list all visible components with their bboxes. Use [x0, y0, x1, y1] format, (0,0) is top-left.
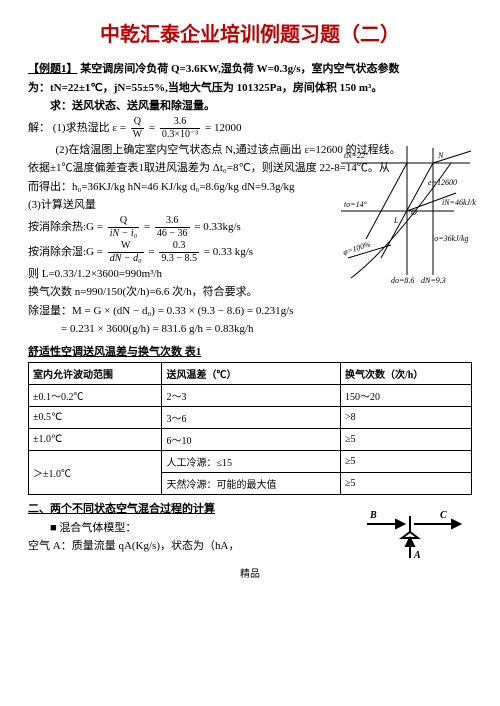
frac-qw: QW: [131, 117, 144, 140]
svg-text:iN=46kJ/kg: iN=46kJ/kg: [442, 198, 476, 207]
problem-ask: 求：送风状态、送风量和除湿量。: [28, 98, 472, 115]
s1-text: (1)求热湿比 ε =: [53, 122, 126, 134]
s10: 除湿量：M = G × (dN − d₀) = 0.33 × (9.3 − 8.…: [28, 303, 472, 320]
body: 【例题1】 某空调房间冷负荷 Q=3.6KW,湿负荷 W=0.3g/s，室内空气…: [28, 61, 472, 555]
svg-text:C: C: [440, 510, 447, 521]
svg-text:B: B: [369, 510, 377, 521]
psychrometric-diagram: tN=22° N e=12600 to=14° iN=46kJ/kg L O i…: [326, 143, 476, 288]
svg-text:φ=100%: φ=100%: [342, 239, 372, 256]
footer: 精品: [28, 565, 472, 580]
example-label: 【例题1】: [28, 63, 78, 75]
svg-text:A: A: [413, 550, 421, 561]
th-2: 换气次数（次/h）: [340, 363, 471, 385]
svg-text:tN=22°: tN=22°: [344, 151, 369, 160]
frac-3603: 3.60.3×10⁻³: [160, 117, 200, 140]
s1: 解： (1)求热湿比 ε = QW = 3.60.3×10⁻³ = 12000: [28, 117, 472, 140]
ventilation-table: 室内允许波动范围 送风温差（℃） 换气次数（次/h） ±0.1～0.2℃2～31…: [28, 362, 472, 495]
svg-text:N: N: [437, 151, 444, 160]
mixing-diagram: B C A: [362, 508, 472, 563]
frac-w-dnd0: WdN − d₀: [108, 241, 144, 264]
table-title: 舒适性空调送风温差与换气次数 表1: [28, 344, 472, 361]
frac-03-9385: 0.39.3 − 8.5: [159, 241, 199, 264]
page-title: 中乾汇泰企业培训例题习题（二）: [28, 18, 472, 47]
problem-line-1: 【例题1】 某空调房间冷负荷 Q=3.6KW,湿负荷 W=0.3g/s，室内空气…: [28, 61, 472, 78]
svg-text:io=36kJ/kg: io=36kJ/kg: [432, 234, 469, 243]
problem-text-1: 某空调房间冷负荷 Q=3.6KW,湿负荷 W=0.3g/s，室内空气状态参数: [80, 63, 399, 75]
frac-36-4636: 3.646 − 36: [155, 216, 190, 239]
svg-text:L: L: [393, 216, 399, 225]
svg-text:O: O: [411, 208, 417, 217]
th-1: 送风温差（℃）: [162, 363, 340, 385]
s1-res: = 12000: [205, 122, 241, 134]
svg-text:do=8.6: do=8.6: [391, 276, 414, 285]
s11: = 0.231 × 3600(g/h) = 831.6 g/h = 0.83kg…: [28, 321, 472, 338]
svg-text:e=12600: e=12600: [428, 178, 457, 187]
problem-line-2: 为：tN=22±1℃，jN=55±5%,当地大气压为 101325Pa，房间体积…: [28, 80, 472, 97]
svg-text:to=14°: to=14°: [344, 200, 368, 209]
frac-q-ini0: QiN − i₀: [108, 216, 139, 239]
svg-text:dN=9.3: dN=9.3: [421, 276, 446, 285]
solution-label: 解：: [28, 122, 50, 134]
th-0: 室内允许波动范围: [29, 363, 162, 385]
